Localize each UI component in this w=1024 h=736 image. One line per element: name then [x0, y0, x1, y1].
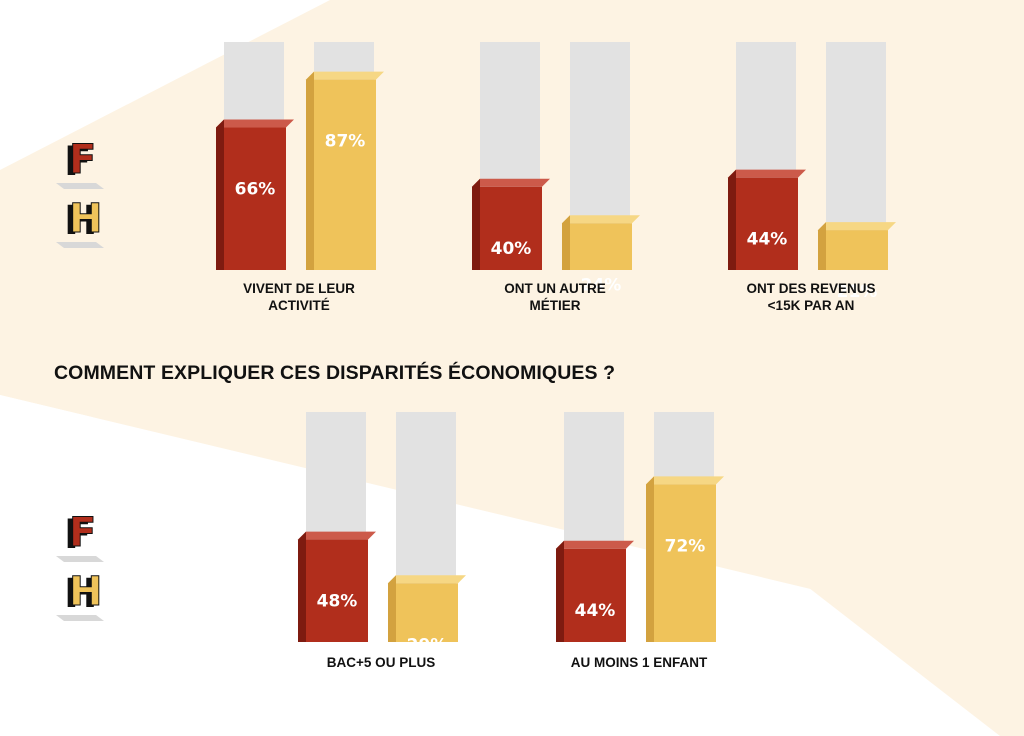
bar-male-top: [818, 222, 896, 231]
data-label-male: 87%: [325, 132, 366, 152]
bar-female: [564, 548, 626, 642]
bar-male-top: [306, 71, 384, 80]
legend-female-letter-shadow: F: [64, 139, 91, 185]
legend-female-letter-shadow: F: [64, 512, 91, 558]
bar-female: [306, 539, 368, 642]
category-label: BAC+5 OU PLUS: [327, 655, 435, 670]
bar-male-top: [562, 215, 640, 224]
data-label-male: 21%: [837, 282, 878, 302]
bar-male: [314, 79, 376, 270]
legend-male-letter: H: [69, 569, 102, 615]
bar-male-side: [562, 215, 570, 270]
bar-female-top: [298, 531, 376, 540]
bar-female: [480, 186, 542, 270]
data-label-female: 48%: [317, 592, 358, 612]
bar-male-top: [646, 476, 724, 485]
legend-shadow: [56, 183, 104, 189]
bar-female: [224, 127, 286, 271]
bar-female: [736, 177, 798, 270]
category-label: ONT UN AUTRE: [504, 281, 606, 296]
data-label-male: 24%: [581, 275, 622, 295]
bar-female-side: [298, 531, 306, 642]
bar-male: [396, 583, 458, 642]
white-bottom: [0, 395, 1024, 736]
legend-male-letter-shadow: H: [64, 571, 97, 617]
legend-female-letter: F: [69, 510, 96, 556]
question-heading: COMMENT EXPLIQUER CES DISPARITÉS ÉCONOMI…: [54, 362, 616, 384]
data-label-female: 44%: [747, 230, 788, 250]
bar-male-side: [818, 222, 826, 270]
data-label-female: 44%: [575, 601, 616, 621]
chart-panel-1: 66% 87% VIVENT DE LEUR ACTIVITÉ 40% 24%ONT UN…: [216, 42, 896, 313]
data-label-female: 40%: [491, 239, 532, 259]
bar-male-side: [646, 476, 654, 642]
bar-male: [654, 484, 716, 642]
bar-female-side: [216, 119, 224, 271]
chart-panel-2: 48% 29%BAC+5 OU PLUS 44% 72% AU MOINS 1 ENFA…: [298, 412, 724, 670]
legend-female-letter: F: [69, 137, 96, 183]
bar-female-top: [728, 169, 806, 178]
data-label-female: 66%: [235, 180, 276, 200]
bar-male-side: [388, 575, 396, 642]
data-label-male: 29%: [407, 635, 448, 655]
legend-shadow: [56, 242, 104, 248]
bar-male: [826, 230, 888, 270]
category-label: ACTIVITÉ: [268, 298, 330, 313]
bar-female-top: [216, 119, 294, 128]
bar-male-top: [388, 575, 466, 584]
category-label: AU MOINS 1 ENFANT: [571, 655, 708, 670]
bar-female-side: [728, 169, 736, 270]
bar-female-side: [472, 178, 480, 270]
category-label: MÉTIER: [529, 298, 580, 313]
bar-male: [570, 223, 632, 270]
legend-male-letter: H: [69, 196, 102, 242]
category-label: VIVENT DE LEUR: [243, 281, 355, 296]
bar-female-side: [556, 540, 564, 642]
category-label: ONT DES REVENUS: [746, 281, 875, 296]
bar-female-top: [472, 178, 550, 187]
bar-female-top: [556, 540, 634, 549]
legend-shadow: [56, 556, 104, 562]
category-label: <15K PAR AN: [768, 298, 855, 313]
data-label-male: 72%: [665, 536, 706, 556]
bar-male-side: [306, 71, 314, 270]
legend-male-letter-shadow: H: [64, 198, 97, 244]
legend-shadow: [56, 615, 104, 621]
